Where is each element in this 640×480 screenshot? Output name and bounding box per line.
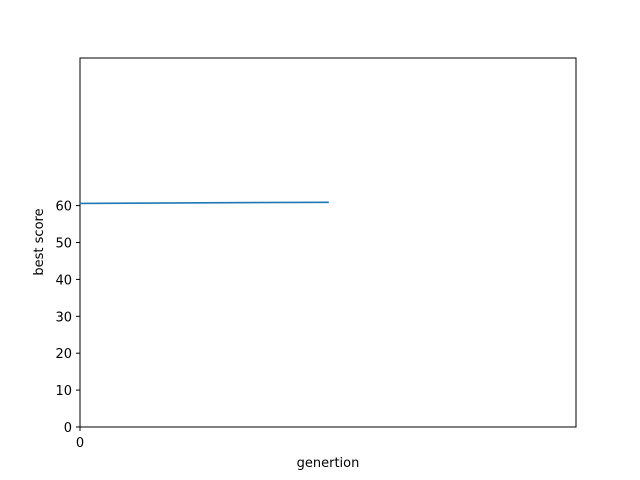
y-axis-label: best score	[32, 208, 47, 275]
y-tick-label: 0	[64, 421, 72, 436]
y-tick-label: 10	[55, 384, 72, 399]
y-tick-label: 50	[55, 237, 72, 252]
x-axis-label: genertion	[297, 456, 360, 471]
y-tick-label: 60	[55, 200, 72, 215]
x-axis-ticks: 0	[76, 427, 84, 451]
y-axis-ticks: 0 10 20 30 40 50 60	[55, 200, 80, 436]
series-layer	[79, 201, 329, 205]
y-tick-label: 40	[55, 273, 72, 288]
x-tick-label: 0	[76, 436, 84, 451]
y-tick-label: 30	[55, 310, 72, 325]
y-tick-label: 20	[55, 347, 72, 362]
plot-area	[79, 57, 577, 428]
series-line-0	[79, 201, 329, 205]
